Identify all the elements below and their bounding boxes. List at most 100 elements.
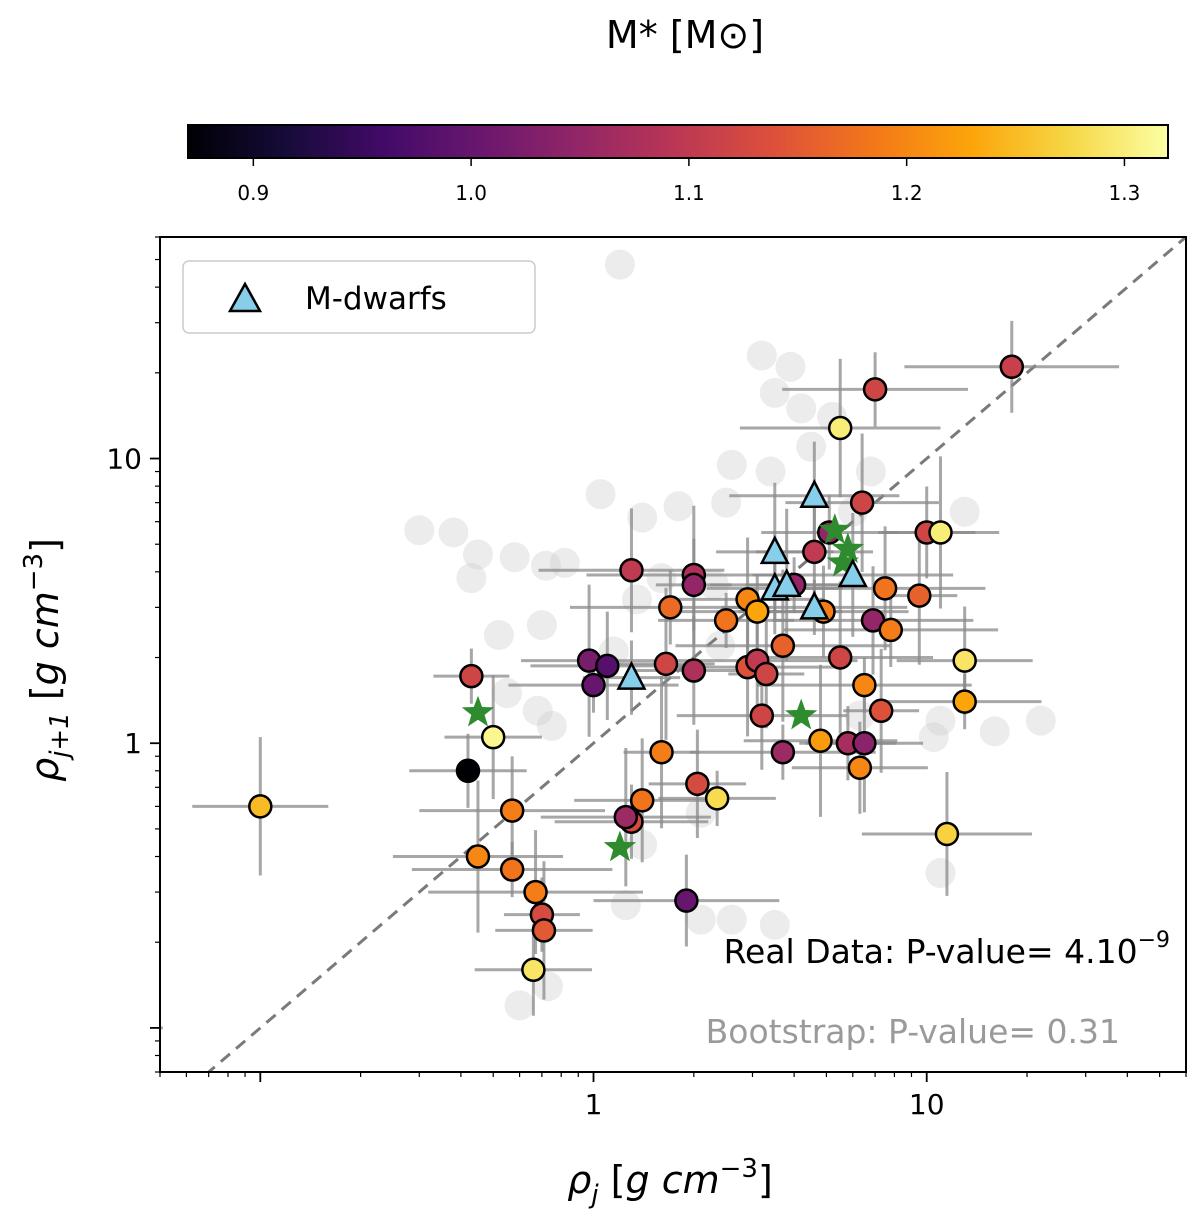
bootstrap-point: [716, 449, 747, 480]
bootstrap-point: [949, 496, 980, 527]
legend-box: [182, 260, 536, 334]
data-point: [713, 608, 739, 633]
data-point: [849, 490, 875, 515]
bootstrap-point: [685, 904, 716, 935]
data-point: [459, 663, 484, 689]
data-point: [868, 698, 894, 724]
star-marker: [818, 513, 851, 544]
colorbar-tick-label: 1.0: [455, 181, 487, 205]
data-point: [754, 661, 779, 687]
bootstrap-point: [646, 563, 677, 594]
mdwarf-marker: [799, 479, 830, 509]
bootstrap-point: [716, 904, 747, 935]
data-point: [649, 739, 674, 765]
data-point: [808, 728, 833, 754]
mdwarf-marker: [616, 660, 647, 690]
real-data-pvalue-text: Real Data: P-value= 4.10: [724, 932, 1138, 971]
data-point: [928, 520, 953, 545]
data-point: [685, 771, 710, 797]
bootstrap-point: [627, 502, 658, 533]
data-point: [852, 730, 877, 756]
bootstrap-point: [1025, 705, 1056, 736]
data-point: [827, 415, 853, 441]
legend-triangle-marker: [227, 281, 263, 313]
mdwarf-marker: [759, 535, 790, 565]
bootstrap-point: [925, 705, 956, 736]
data-point: [770, 633, 796, 658]
star-marker: [785, 698, 818, 730]
colorbar-tick-label: 1.1: [673, 181, 705, 205]
bootstrap-point: [759, 909, 790, 940]
data-point: [770, 739, 796, 765]
colorbar-ticks: 0.9 1.0 1.1 1.2 1.3: [237, 158, 1140, 205]
data-point: [872, 576, 898, 601]
data-point: [523, 879, 548, 905]
star-marker: [831, 532, 865, 563]
bootstrap-pvalue: Bootstrap: P-value= 0.31: [706, 1012, 1120, 1051]
bootstrap-point: [585, 479, 616, 510]
data-point: [934, 821, 960, 847]
bootstrap-point: [775, 351, 806, 382]
star-marker: [826, 545, 859, 577]
y-tick-label: 1: [124, 727, 142, 760]
data-point: [674, 888, 699, 913]
bootstrap-point: [786, 393, 817, 424]
bootstrap-point: [663, 491, 694, 522]
bootstrap-point: [483, 619, 514, 650]
bootstrap-point: [456, 563, 487, 594]
data-point: [878, 617, 904, 643]
data-point: [952, 648, 977, 673]
data-point: [952, 689, 977, 714]
x-tick-label: 1: [585, 1088, 603, 1121]
colorbar-tick-label: 0.9: [237, 181, 269, 205]
data-point: [658, 595, 683, 620]
x-tick-label: 10: [909, 1088, 945, 1121]
y-tick-label: 10: [106, 443, 142, 476]
data-point: [681, 658, 707, 683]
bootstrap-point: [844, 700, 875, 731]
bootstrap-point: [438, 517, 469, 548]
plot-frame: [159, 236, 1187, 1073]
star-marker: [603, 830, 637, 862]
bootstrap-point: [755, 456, 786, 487]
data-point: [499, 798, 525, 823]
bootstrap-point: [979, 716, 1010, 747]
bootstrap-point: [746, 340, 777, 371]
bootstrap-point: [925, 858, 956, 889]
data-point: [480, 724, 506, 750]
bootstrap-point: [526, 610, 557, 641]
data-point: [862, 377, 888, 402]
colorbar: [187, 124, 1169, 159]
data-point: [595, 653, 620, 679]
bootstrap-point: [462, 539, 493, 570]
bootstrap-point: [404, 515, 435, 546]
legend: M-dwarfs: [182, 260, 536, 334]
bootstrap-point: [855, 456, 886, 487]
colorbar-title: M* [M⊙]: [606, 13, 764, 57]
data-point: [465, 844, 491, 869]
bootstrap-point: [796, 431, 827, 462]
bootstrap-point: [491, 678, 522, 709]
data-point: [581, 672, 606, 698]
data-point: [248, 794, 273, 819]
data-point: [629, 788, 655, 813]
legend-label: M-dwarfs: [305, 281, 447, 317]
bootstrap-point: [621, 584, 652, 615]
data-point: [852, 672, 877, 698]
data-point: [531, 918, 557, 943]
bootstrap-point: [711, 487, 742, 518]
data-point: [999, 354, 1025, 380]
data-point: [499, 857, 525, 882]
star-markers: [461, 513, 865, 862]
data-point: [613, 804, 639, 830]
mdwarf-marker: [771, 568, 802, 598]
axis-ticks: 1 10 1 10: [106, 236, 1187, 1121]
bootstrap-point: [522, 695, 553, 726]
one-to-one-line: [206, 237, 1186, 1072]
bootstrap-point: [604, 249, 635, 280]
data-point: [681, 572, 707, 598]
bootstrap-point: [504, 990, 535, 1021]
mdwarf-marker: [799, 590, 830, 620]
data-point: [75, 1017, 97, 1039]
data-point: [744, 599, 770, 624]
